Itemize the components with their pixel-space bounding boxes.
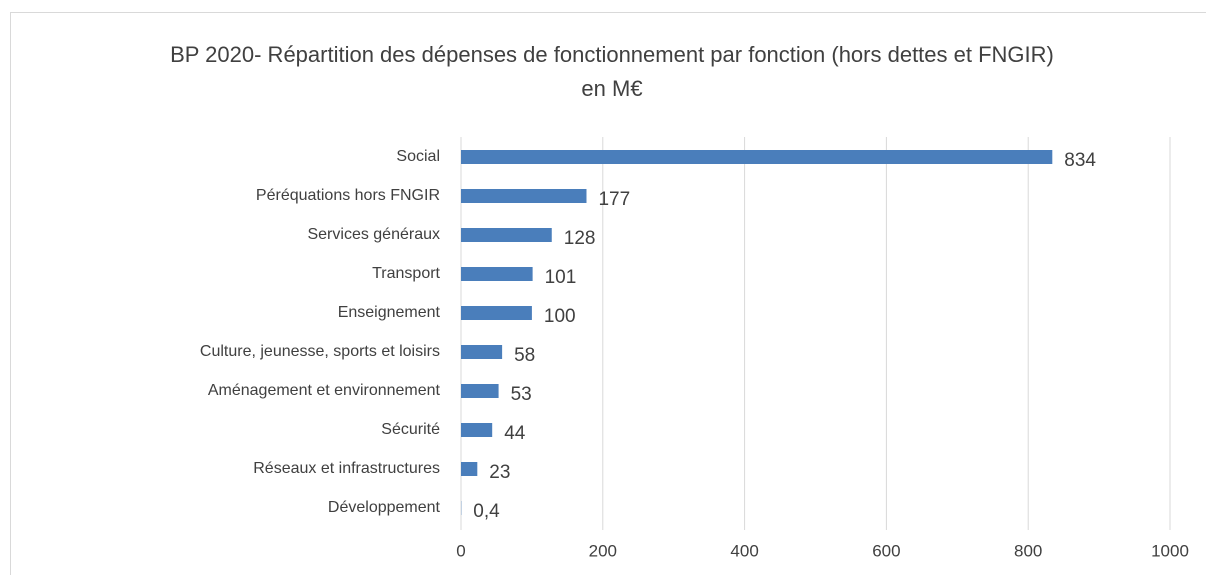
value-label: 177 [598,189,630,210]
bar [461,345,503,359]
x-tick-label: 800 [1014,541,1042,560]
x-tick-label: 400 [730,541,758,560]
bar [461,462,478,476]
y-tick-label: Sécurité [381,421,440,438]
bar [461,228,552,242]
y-tick-label: Transport [372,265,440,282]
value-label: 58 [514,345,535,366]
y-tick-label: Social [396,148,440,165]
y-tick-label: Services généraux [307,226,440,243]
x-tick-label: 200 [589,541,617,560]
x-tick-label: 0 [456,541,465,560]
y-tick-label: Enseignement [338,304,441,321]
chart-frame [10,12,1206,575]
value-label: 0,4 [473,501,500,522]
y-tick-label: Aménagement et environnement [208,382,441,399]
chart-title: BP 2020- Répartition des dépenses de fon… [170,42,1054,101]
y-tick-label: Culture, jeunesse, sports et loisirs [200,343,440,360]
value-label: 834 [1064,150,1096,171]
value-label: 23 [489,462,510,483]
value-label: 44 [504,423,526,444]
bar [461,384,499,398]
bar [461,423,493,437]
y-tick-label: Réseaux et infrastructures [253,460,440,477]
bar [461,306,532,320]
value-label: 128 [564,228,596,249]
value-label: 100 [544,306,576,327]
y-tick-label: Péréquations hors FNGIR [256,187,440,204]
y-tick-label: Développement [328,499,441,516]
x-tick-label: 1000 [1151,541,1189,560]
bar [461,189,587,203]
x-tick-label: 600 [872,541,900,560]
value-label: 53 [511,384,532,405]
bar [461,267,533,281]
value-label: 101 [545,267,577,288]
bar [461,150,1053,164]
